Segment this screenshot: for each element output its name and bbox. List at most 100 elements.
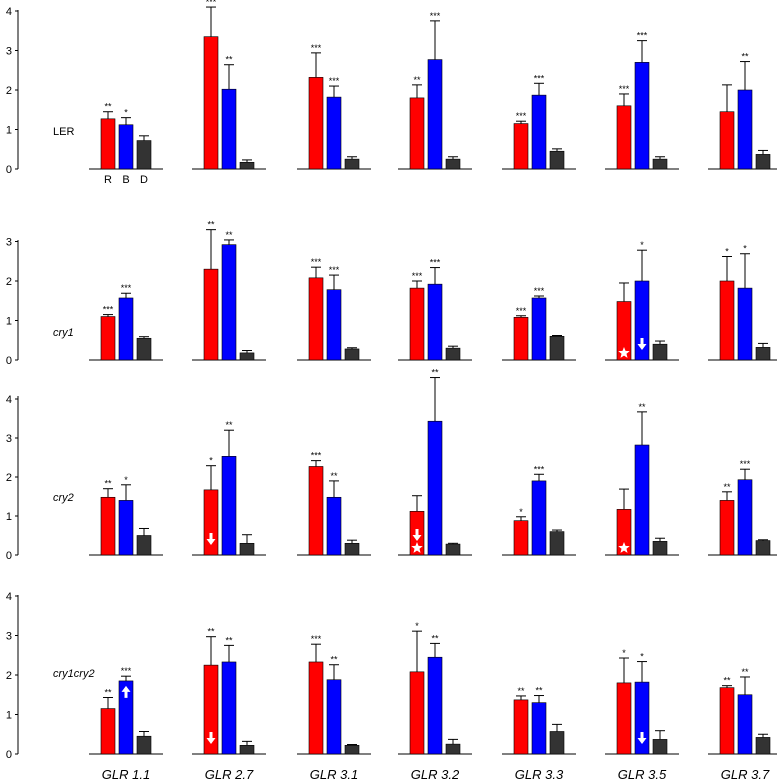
bar-R — [513, 317, 529, 361]
bar-B — [427, 283, 443, 361]
bar-group: *** *** — [398, 258, 472, 361]
star-icon — [411, 542, 423, 553]
bar-D — [549, 731, 565, 755]
bar-R — [409, 287, 425, 361]
bar-B — [737, 287, 753, 361]
bar-B — [118, 297, 134, 361]
bar-group: *** *** — [502, 286, 576, 361]
significance-label: ** — [330, 655, 338, 665]
bar-group: ***** — [192, 0, 266, 170]
significance-label: *** — [103, 305, 114, 315]
bar-group: ** ** — [708, 667, 777, 755]
significance-label: * — [622, 648, 626, 658]
significance-label: ** — [723, 676, 731, 686]
bar-R — [308, 77, 324, 170]
bar-D — [344, 745, 360, 755]
bar-group: *** — [192, 420, 266, 556]
bar-group: *** *** — [89, 283, 163, 361]
significance-label: ** — [104, 102, 112, 112]
bar-group: * — [605, 240, 679, 361]
significance-label: ** — [638, 402, 646, 412]
down-arrow-icon — [206, 732, 216, 744]
bar-B — [634, 444, 650, 556]
down-arrow-icon — [412, 529, 422, 541]
bar-B — [531, 297, 547, 361]
significance-label: * — [743, 244, 747, 254]
down-arrow-icon — [637, 732, 647, 744]
bar-group: *** *** — [297, 43, 371, 170]
gene-label: GLR 3.7 — [721, 767, 770, 782]
bar-D — [755, 347, 771, 361]
bar-D — [344, 348, 360, 361]
bar-legend-label: D — [140, 174, 148, 186]
y-tick-label: 1 — [6, 316, 12, 328]
up-arrow-icon — [121, 685, 131, 698]
bar-group: ***** — [708, 459, 777, 556]
significance-label: ** — [330, 471, 338, 481]
bar-group: ** — [708, 244, 777, 361]
bar-R — [513, 520, 529, 556]
bar-B — [737, 89, 753, 170]
significance-label: *** — [329, 265, 340, 275]
bar-R — [409, 671, 425, 755]
bar-B — [326, 96, 342, 170]
y-tick-label: 2 — [6, 472, 12, 484]
significance-label: ** — [431, 633, 439, 643]
bar-group: ***** — [398, 11, 472, 170]
significance-label: *** — [430, 11, 441, 21]
panel-label: cry1cry2 — [53, 668, 95, 680]
panel-label: LER — [53, 126, 74, 138]
significance-label: ** — [517, 686, 525, 696]
significance-label: ** — [225, 420, 233, 430]
bar-B — [326, 679, 342, 755]
significance-label: *** — [311, 634, 322, 644]
bar-B — [634, 62, 650, 170]
bar-R — [513, 699, 529, 755]
bar-D — [445, 743, 461, 755]
significance-label: *** — [740, 459, 751, 469]
bar-R — [513, 123, 529, 170]
bar-R — [203, 36, 219, 170]
gene-label: GLR 2.7 — [205, 767, 254, 782]
y-tick-label: 2 — [6, 670, 12, 682]
significance-label: *** — [206, 0, 217, 7]
bar-group: ** ** — [502, 686, 576, 755]
bar-group: *** *** — [605, 31, 679, 170]
significance-label: * — [640, 240, 644, 250]
bar-R — [719, 111, 735, 170]
y-tick-label: 0 — [6, 164, 12, 176]
bar-R — [203, 489, 219, 556]
significance-label: *** — [311, 451, 322, 461]
bar-group: ** — [605, 648, 679, 755]
significance-label: * — [209, 456, 213, 466]
bar-R — [203, 268, 219, 361]
gene-label: GLR 3.3 — [515, 767, 564, 782]
bar-R — [100, 316, 116, 361]
bar-D — [445, 543, 461, 556]
down-arrow-icon — [206, 533, 216, 545]
bar-group: ** ** — [192, 627, 266, 755]
bar-group: ***** — [297, 451, 371, 556]
bar-D — [652, 343, 668, 361]
bar-B — [737, 694, 753, 755]
significance-label: ** — [225, 230, 233, 240]
y-tick-label: 0 — [6, 550, 12, 562]
bar-legend-label: B — [122, 174, 129, 186]
bar-group: *** *** — [297, 257, 371, 361]
bar-D — [652, 158, 668, 170]
bar-R — [719, 687, 735, 755]
bar-B — [221, 456, 237, 556]
significance-label: *** — [121, 283, 132, 293]
y-tick-label: 0 — [6, 749, 12, 761]
bar-R — [616, 105, 632, 170]
bar-group: *** *** — [502, 73, 576, 170]
y-tick-label: 3 — [6, 46, 12, 58]
significance-label: *** — [311, 257, 322, 267]
star-icon — [618, 347, 630, 358]
bar-R — [719, 500, 735, 556]
significance-label: *** — [534, 73, 545, 83]
significance-label: * — [640, 652, 644, 662]
significance-label: ** — [207, 220, 215, 230]
